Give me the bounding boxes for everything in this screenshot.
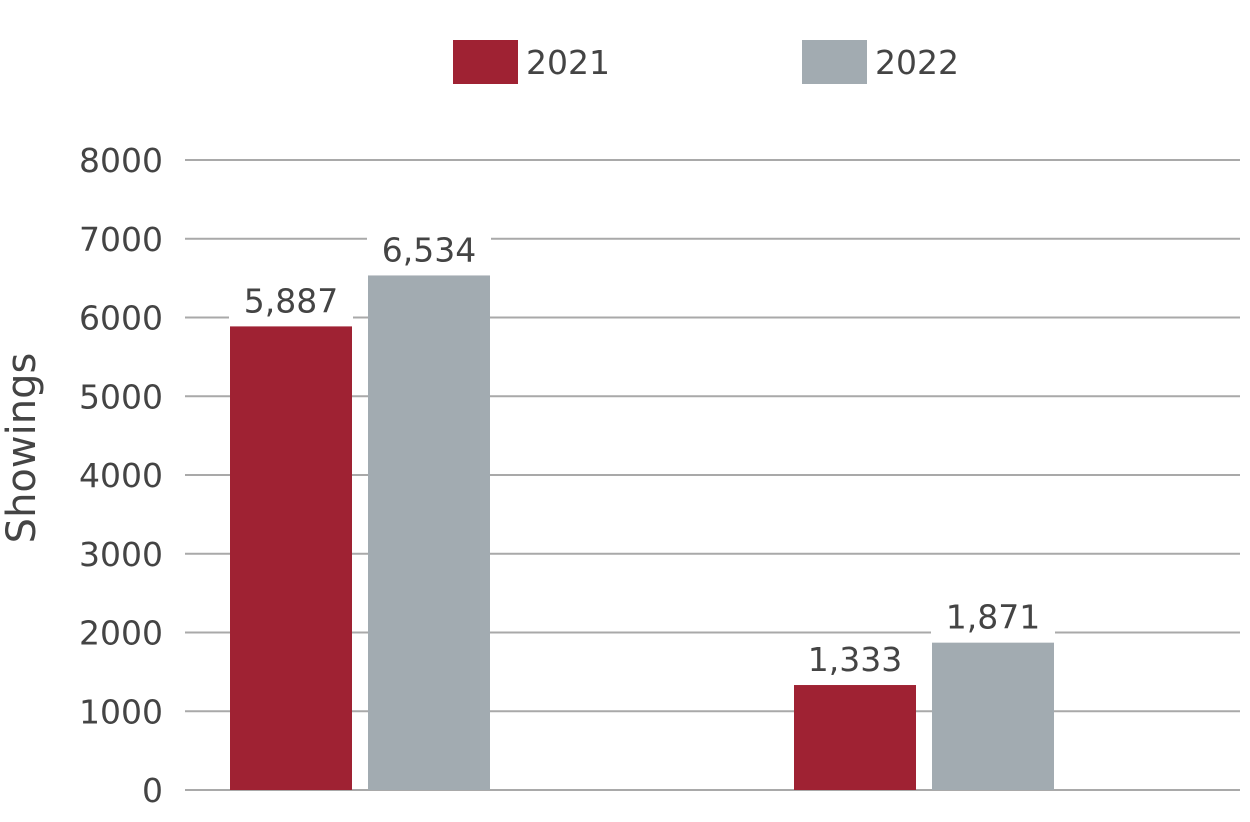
data-label-2022-0: 6,534 [382,230,476,269]
data-label-2021-0: 5,887 [244,281,338,320]
data-label-2021-1: 1,333 [808,640,902,679]
data-labels: 5,887 6,534 1,333 1,871 [229,229,1055,680]
data-label-2022-1: 1,871 [946,598,1040,637]
y-tick-label-1000: 1000 [79,692,163,731]
y-axis-label: Showings [0,353,45,544]
y-axis-ticks: 0 1000 2000 3000 4000 5000 6000 7000 8000 [79,141,163,810]
y-tick-label-8000: 8000 [79,141,163,180]
y-tick-label-2000: 2000 [79,614,163,653]
legend-label-2022: 2022 [875,43,959,82]
bar-2021-1 [794,685,916,790]
data-label-bg [793,639,917,680]
y-tick-label-0: 0 [142,771,163,810]
legend-swatch-2022 [802,40,867,84]
data-label-bg [931,596,1055,637]
y-tick-label-5000: 5000 [79,377,163,416]
legend-swatch-2021 [453,40,518,84]
y-tick-label-7000: 7000 [79,220,163,259]
bar-2021-0 [230,326,352,790]
y-tick-label-3000: 3000 [79,535,163,574]
y-tick-label-6000: 6000 [79,299,163,338]
data-label-bg [367,229,491,270]
legend: 2021 2022 [453,40,959,84]
bar-2022-0 [368,275,490,790]
bar-2022-1 [932,642,1054,790]
legend-label-2021: 2021 [526,43,610,82]
data-label-bg [229,280,353,321]
y-tick-label-4000: 4000 [79,456,163,495]
bars [230,275,1054,790]
gridlines [185,159,1240,791]
